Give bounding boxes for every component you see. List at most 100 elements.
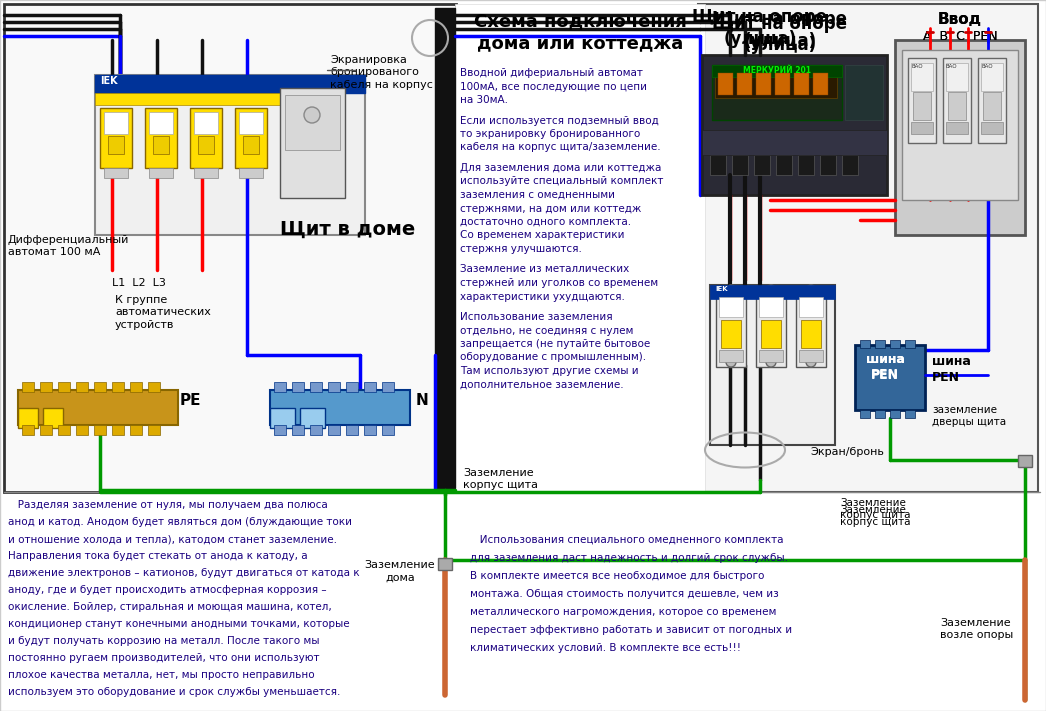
- Text: Ввод: Ввод: [938, 12, 982, 27]
- Bar: [943, 58, 971, 143]
- Text: движение электронов – катионов, будут двигаться от катода к: движение электронов – катионов, будут дв…: [8, 568, 360, 578]
- Circle shape: [806, 285, 816, 295]
- Bar: [905, 410, 915, 418]
- Text: шина
PEN: шина PEN: [932, 355, 971, 384]
- Text: шина
PEN: шина PEN: [865, 353, 905, 382]
- Bar: [799, 297, 823, 317]
- Text: окисление. Бойлер, стиральная и моющая машина, котел,: окисление. Бойлер, стиральная и моющая м…: [8, 602, 332, 612]
- Bar: [274, 382, 286, 392]
- Bar: [58, 425, 70, 435]
- Text: Там используют другие схемы и: Там используют другие схемы и: [460, 366, 639, 376]
- Bar: [243, 136, 259, 154]
- Bar: [756, 73, 771, 95]
- Bar: [913, 92, 931, 120]
- Circle shape: [726, 285, 736, 295]
- Text: Заземление из металлических: Заземление из металлических: [460, 264, 630, 274]
- Bar: [712, 65, 842, 120]
- Bar: [104, 168, 128, 178]
- Text: Схема подключения
дома или коттеджа: Схема подключения дома или коттеджа: [474, 12, 686, 52]
- Bar: [238, 112, 263, 134]
- Text: металлического нагромождения, которое со временем: металлического нагромождения, которое со…: [470, 607, 776, 617]
- Bar: [76, 382, 88, 392]
- Text: A  B  C  PEN: A B C PEN: [923, 30, 997, 43]
- Bar: [100, 108, 132, 168]
- Text: на 30мА.: на 30мА.: [460, 95, 508, 105]
- Bar: [911, 122, 933, 134]
- Text: Заземление
дома: Заземление дома: [365, 560, 435, 582]
- Bar: [905, 340, 915, 348]
- Bar: [794, 73, 809, 95]
- Bar: [112, 382, 124, 392]
- Bar: [18, 390, 178, 425]
- Bar: [737, 73, 752, 95]
- Bar: [328, 382, 340, 392]
- Bar: [18, 408, 38, 428]
- Bar: [981, 63, 1003, 91]
- Bar: [860, 410, 870, 418]
- Text: климатических условий. В комплекте все есть!!!: климатических условий. В комплекте все е…: [470, 643, 741, 653]
- Bar: [76, 425, 88, 435]
- Circle shape: [766, 285, 776, 295]
- Bar: [717, 292, 746, 367]
- Bar: [22, 382, 35, 392]
- Text: отдельно, не соединяя с нулем: отдельно, не соединяя с нулем: [460, 326, 634, 336]
- Bar: [149, 168, 173, 178]
- Bar: [292, 382, 304, 392]
- Text: IEK: IEK: [100, 76, 117, 86]
- Bar: [719, 297, 743, 317]
- Bar: [761, 320, 781, 348]
- Bar: [58, 382, 70, 392]
- Bar: [860, 340, 870, 348]
- Text: стержня улучшаются.: стержня улучшаются.: [460, 244, 582, 254]
- Text: перестает эффективно работать и зависит от погодных и: перестает эффективно работать и зависит …: [470, 625, 792, 635]
- Bar: [285, 95, 340, 150]
- Bar: [702, 130, 887, 155]
- Text: кондиционер станут конечными анодными точками, которые: кондиционер станут конечными анодными то…: [8, 619, 349, 629]
- Text: запрещается (не путайте бытовое: запрещается (не путайте бытовое: [460, 339, 651, 349]
- Bar: [1018, 455, 1032, 467]
- Text: Заземление
корпус щита: Заземление корпус щита: [840, 498, 910, 520]
- Text: Щит в доме: Щит в доме: [280, 220, 415, 239]
- Bar: [796, 292, 826, 367]
- Bar: [274, 425, 286, 435]
- Bar: [798, 155, 814, 175]
- Bar: [908, 58, 936, 143]
- Bar: [22, 425, 35, 435]
- Bar: [978, 58, 1006, 143]
- Bar: [820, 155, 836, 175]
- Bar: [112, 425, 124, 435]
- Bar: [776, 155, 792, 175]
- Text: оборудование с промышленным).: оборудование с промышленным).: [460, 353, 646, 363]
- Text: Заземление
корпус щита: Заземление корпус щита: [463, 468, 538, 491]
- Text: Щит на опоре
(улица): Щит на опоре (улица): [712, 10, 847, 50]
- Bar: [721, 320, 741, 348]
- Bar: [718, 73, 733, 95]
- Bar: [710, 155, 726, 175]
- Text: Для заземления дома или коттеджа: Для заземления дома или коттеджа: [460, 163, 661, 173]
- Text: Щит на опоре
(улица): Щит на опоре (улица): [692, 8, 827, 48]
- Bar: [310, 382, 322, 392]
- Text: Использования специального омедненного комплекта: Использования специального омедненного к…: [470, 535, 783, 545]
- Bar: [698, 4, 1038, 492]
- Bar: [4, 4, 456, 492]
- Text: ВАО: ВАО: [911, 64, 923, 69]
- Bar: [280, 88, 345, 198]
- Text: Дифференциальный
автомат 100 мА: Дифференциальный автомат 100 мА: [8, 235, 130, 257]
- Text: анод и катод. Анодом будет являться дом (блуждающие токи: анод и катод. Анодом будет являться дом …: [8, 517, 353, 527]
- Text: шина
PEN: шина PEN: [865, 353, 905, 381]
- Bar: [238, 168, 263, 178]
- Bar: [455, 4, 705, 492]
- Text: ВАО: ВАО: [946, 64, 958, 69]
- Bar: [292, 425, 304, 435]
- Text: достаточно одного комплекта.: достаточно одного комплекта.: [460, 217, 631, 227]
- Circle shape: [766, 357, 776, 367]
- Bar: [759, 350, 783, 362]
- Text: стержнями, на дом или коттедж: стержнями, на дом или коттедж: [460, 203, 641, 213]
- Bar: [983, 92, 1001, 120]
- Bar: [948, 92, 967, 120]
- Bar: [364, 382, 376, 392]
- Text: МЕРКУРИЙ 201: МЕРКУРИЙ 201: [743, 66, 811, 75]
- Text: Со временем характеристики: Со временем характеристики: [460, 230, 624, 240]
- Bar: [40, 382, 52, 392]
- Text: кабеля на корпус щита/заземление.: кабеля на корпус щита/заземление.: [460, 142, 661, 152]
